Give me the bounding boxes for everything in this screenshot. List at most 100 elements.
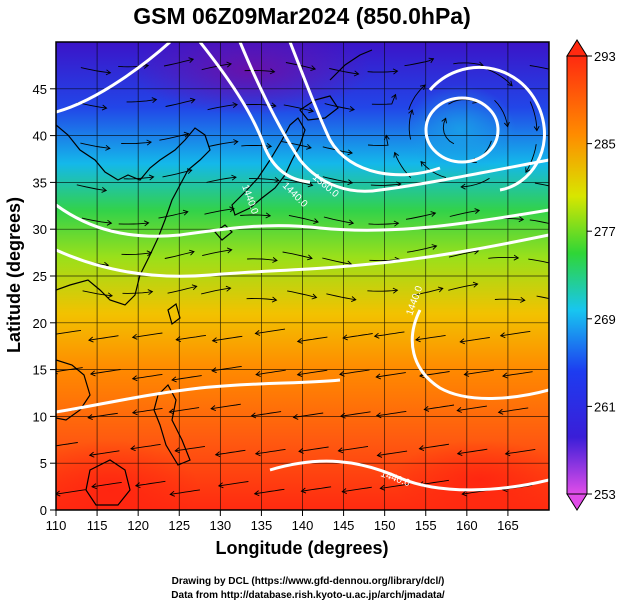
streamline-arrowhead: [189, 97, 196, 104]
streamline: [371, 94, 397, 105]
streamline: [90, 369, 121, 375]
streamline-arrowhead: [430, 211, 437, 217]
y-tick-label: 0: [40, 503, 47, 518]
streamline: [89, 450, 120, 456]
streamline-arrowhead: [130, 445, 136, 452]
streamline: [424, 404, 455, 410]
streamline: [256, 369, 286, 376]
streamline-arrowhead: [391, 93, 397, 100]
streamline: [457, 405, 487, 412]
x-tick-label: 145: [333, 518, 355, 533]
sakhalin-kurils: [329, 49, 373, 81]
streamline-arrowhead: [148, 174, 155, 181]
credit-data: Data from http://database.rish.kyoto-u.a…: [171, 590, 445, 601]
streamline-arrowhead: [373, 332, 380, 339]
streamline: [339, 369, 370, 375]
streamline-arrowhead: [233, 139, 239, 145]
streamline: [529, 219, 549, 224]
streamline-arrowhead: [456, 450, 463, 457]
streamline: [81, 217, 112, 224]
japan-hokkaido: [299, 95, 339, 121]
streamline: [293, 412, 324, 418]
streamline: [208, 141, 238, 148]
streamline: [502, 371, 533, 377]
borneo: [85, 459, 131, 506]
streamline-arrowhead: [188, 57, 195, 64]
mainland-coastline: [56, 124, 211, 306]
streamline-arrowhead: [437, 286, 444, 293]
streamline-arrowhead: [106, 219, 113, 226]
streamline: [449, 209, 480, 217]
streamline: [338, 445, 369, 452]
streamline-arrowhead: [533, 125, 540, 132]
colorbar-tick-label: 285: [594, 137, 616, 152]
streamline: [206, 176, 237, 183]
streamline-arrowhead: [174, 447, 180, 454]
streamline-arrowhead: [554, 222, 559, 227]
streamline-arrowhead: [105, 69, 112, 76]
streamline-arrowhead: [254, 330, 261, 336]
streamline: [376, 372, 406, 378]
streamline: [123, 176, 154, 180]
contour-line: [56, 378, 341, 414]
streamline: [343, 333, 373, 339]
streamline-arrowhead: [554, 68, 559, 73]
streamline: [282, 251, 313, 259]
streamline: [80, 142, 110, 149]
streamline: [165, 99, 195, 107]
streamline: [132, 373, 163, 380]
streamline-arrowhead: [559, 186, 564, 191]
streamline-arrowhead: [392, 68, 399, 75]
streamline: [461, 177, 490, 188]
streamline: [202, 249, 232, 257]
japan-honshu: [231, 117, 306, 216]
streamline: [525, 144, 537, 173]
streamline: [367, 135, 389, 146]
streamline-arrowhead: [459, 338, 465, 345]
streamline-arrowhead: [48, 444, 53, 449]
streamline-arrowhead: [337, 447, 344, 454]
streamline: [370, 183, 401, 186]
streamline-arrowhead: [253, 490, 260, 497]
streamline-arrowhead: [428, 57, 435, 64]
streamline: [342, 486, 372, 493]
y-tick-label: 30: [33, 222, 47, 237]
streamline-arrowhead: [226, 247, 233, 254]
streamline-arrowhead: [231, 174, 237, 181]
colorbar-tick-label: 269: [594, 312, 616, 327]
streamline: [407, 245, 437, 253]
streamline: [88, 412, 118, 419]
streamline: [211, 403, 241, 410]
streamline-arrowhead: [347, 149, 353, 156]
streamline: [201, 287, 231, 295]
x-axis-label: Longitude (degrees): [215, 538, 388, 558]
streamline: [380, 483, 411, 489]
y-tick-label: 10: [33, 409, 47, 424]
streamline: [408, 84, 426, 111]
streamline: [283, 104, 314, 112]
streamline: [246, 298, 277, 301]
streamline-arrowhead: [226, 61, 232, 68]
streamline: [163, 58, 194, 67]
y-axis-label: Latitude (degrees): [4, 197, 24, 353]
streamline: [251, 411, 282, 417]
streamline: [82, 290, 113, 297]
streamline-arrowhead: [503, 121, 510, 128]
colorbar-ticks: 293 285 277 269 261 253: [587, 49, 616, 502]
streamline: [132, 332, 163, 338]
taiwan: [167, 302, 181, 326]
streamline-arrowhead: [101, 104, 108, 111]
contour-line: [238, 42, 549, 193]
streamline-arrowhead: [415, 336, 421, 343]
y-tick-label: 25: [33, 269, 47, 284]
cyclone-contour-outer: [428, 66, 546, 192]
streamline: [118, 65, 149, 68]
x-tick-label: 165: [497, 518, 519, 533]
coastlines: [56, 49, 373, 506]
japan-kyushu: [214, 224, 233, 241]
streamline: [201, 63, 232, 71]
streamline: [162, 169, 192, 178]
streamline-arrowhead: [296, 371, 303, 378]
streamline: [241, 145, 272, 147]
